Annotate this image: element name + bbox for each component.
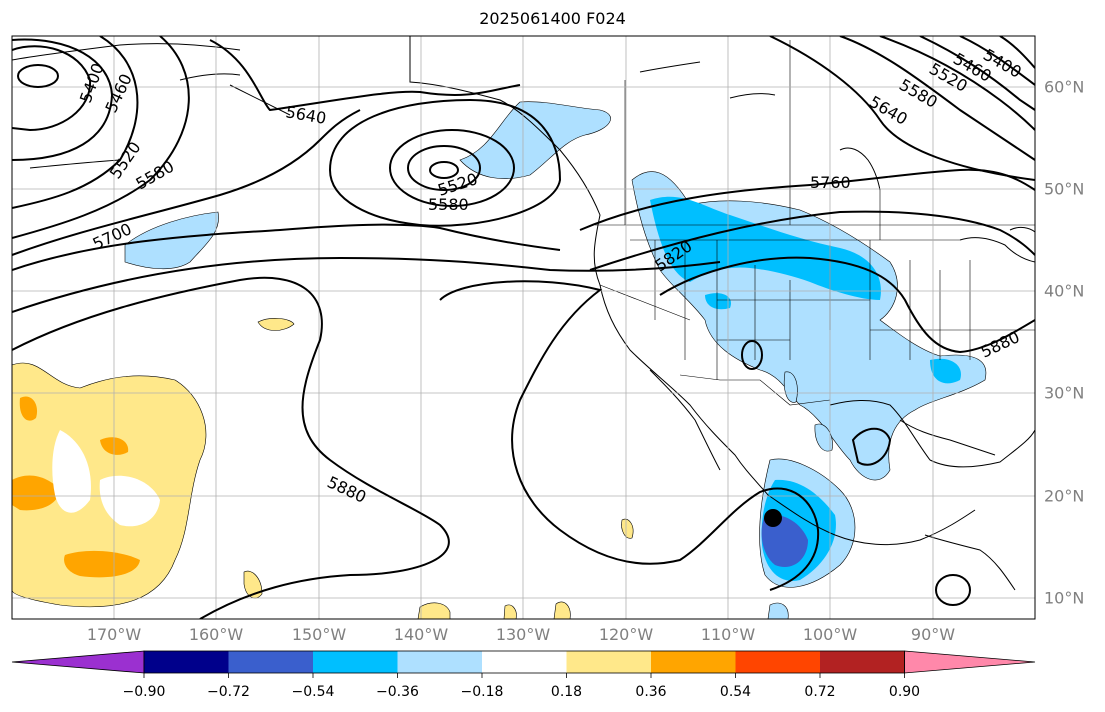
positive-anomaly-shading [12,318,634,619]
colorbar-swatch [228,651,313,673]
longitude-label: 90°W [910,625,956,644]
colorbar-tick-label: −0.90 [122,684,166,700]
colorbar-swatch [482,651,567,673]
latitude-label: 30°N [1044,383,1085,403]
colorbar-swatch [904,650,1036,674]
latitude-label: 60°N [1044,77,1085,97]
colorbar-swatch [735,651,820,673]
colorbar-tick-label: 0.90 [888,684,921,700]
longitude-label: 160°W [188,625,244,644]
coastlines [12,36,1035,591]
colorbar-swatch [11,650,145,674]
negative-anomaly-shading [124,101,987,619]
latitude-label: 40°N [1044,281,1085,301]
colorbar-swatch [397,651,482,673]
longitude-label: 100°W [802,625,858,644]
latitude-label: 20°N [1044,486,1085,506]
colorbar-tick-label: −0.18 [460,684,504,700]
colorbar-swatch [820,651,905,673]
latitude-label: 10°N [1044,588,1085,608]
colorbar [11,650,1036,678]
colorbar-swatch [566,651,651,673]
colorbar-tick-label: −0.36 [376,684,419,700]
colorbar-swatch [144,651,229,673]
longitude-label: 110°W [700,625,756,644]
height-contours [12,36,1035,619]
longitude-label: 140°W [393,625,449,644]
colorbar-tick-label: −0.72 [207,684,250,700]
contour-label: 5760 [810,173,851,192]
political-borders [595,40,1035,406]
colorbar-tick-label: 0.18 [550,684,583,700]
colorbar-swatch [651,651,736,673]
colorbar-tick-label: −0.54 [291,684,335,700]
longitude-label: 150°W [291,625,347,644]
longitude-label: 130°W [495,625,551,644]
colorbar-tick-label: 0.72 [804,684,836,700]
colorbar-tick-label: 0.36 [635,684,667,700]
gridlines [12,36,1035,619]
map-frame [11,35,1036,620]
longitude-label: 170°W [86,625,142,644]
contour-label: 5580 [428,195,469,214]
latitude-label: 50°N [1044,179,1085,199]
colorbar-swatch [313,651,398,673]
hurricane-center-marker [764,509,782,527]
map-title: 2025061400 F024 [479,9,626,28]
colorbar-tick-label: 0.54 [719,684,752,700]
longitude-label: 120°W [598,625,654,644]
